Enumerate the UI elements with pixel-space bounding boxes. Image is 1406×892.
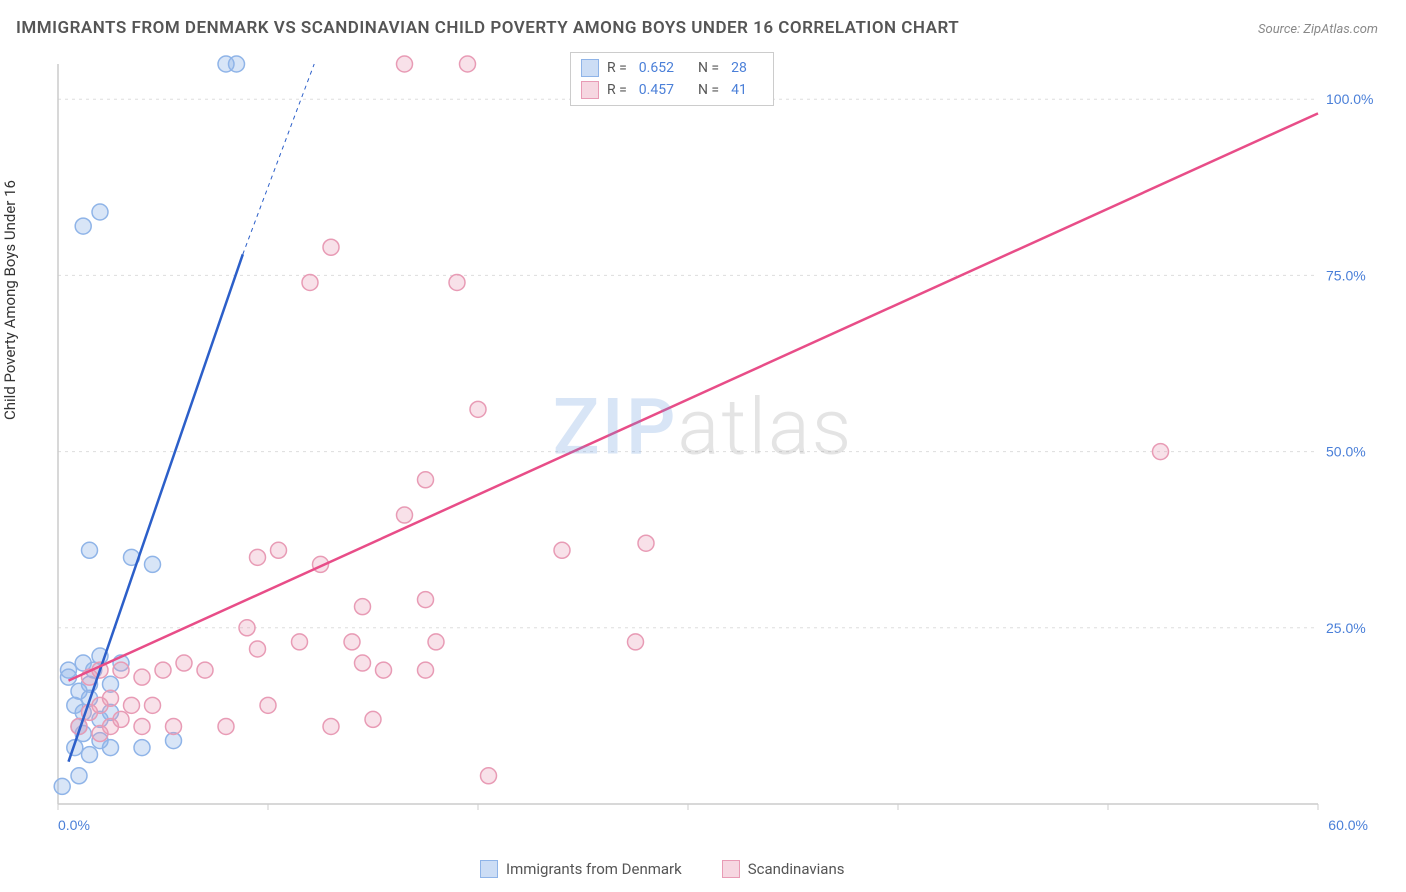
svg-text:0.0%: 0.0%: [58, 817, 90, 833]
legend-swatch-denmark: [581, 59, 599, 77]
svg-text:25.0%: 25.0%: [1326, 620, 1366, 636]
legend-swatch-denmark: [480, 860, 498, 878]
r-label: R =: [607, 82, 627, 98]
chart-area: 25.0% 50.0% 75.0% 100.0% 0.0% 60.0%: [48, 54, 1378, 844]
legend-label-denmark: Immigrants from Denmark: [506, 860, 682, 878]
legend-swatch-scandinavian: [581, 81, 599, 99]
scatter-plot: 25.0% 50.0% 75.0% 100.0% 0.0% 60.0%: [48, 54, 1378, 844]
svg-text:60.0%: 60.0%: [1328, 817, 1368, 833]
legend-swatch-scandinavian: [722, 860, 740, 878]
r-value-scandinavian: 0.457: [639, 82, 674, 98]
r-value-denmark: 0.652: [639, 60, 674, 76]
n-value-denmark: 28: [731, 60, 747, 76]
legend-item-denmark: Immigrants from Denmark: [480, 860, 682, 878]
svg-text:75.0%: 75.0%: [1326, 267, 1366, 283]
n-label: N =: [698, 60, 719, 76]
r-label: R =: [607, 60, 627, 76]
legend-series: Immigrants from Denmark Scandinavians: [480, 860, 844, 878]
y-axis-label: Child Poverty Among Boys Under 16: [1, 180, 19, 420]
svg-text:100.0%: 100.0%: [1326, 91, 1373, 107]
chart-title: IMMIGRANTS FROM DENMARK VS SCANDINAVIAN …: [16, 18, 959, 38]
n-label: N =: [698, 82, 719, 98]
legend-item-scandinavian: Scandinavians: [722, 860, 845, 878]
n-value-scandinavian: 41: [731, 82, 747, 98]
source-credit: Source: ZipAtlas.com: [1258, 22, 1378, 37]
legend-stats: R = 0.652 N = 28 R = 0.457 N = 41: [570, 52, 774, 106]
legend-stats-row: R = 0.652 N = 28: [581, 57, 763, 79]
legend-stats-row: R = 0.457 N = 41: [581, 79, 763, 101]
svg-text:50.0%: 50.0%: [1326, 444, 1366, 460]
legend-label-scandinavian: Scandinavians: [748, 860, 845, 878]
